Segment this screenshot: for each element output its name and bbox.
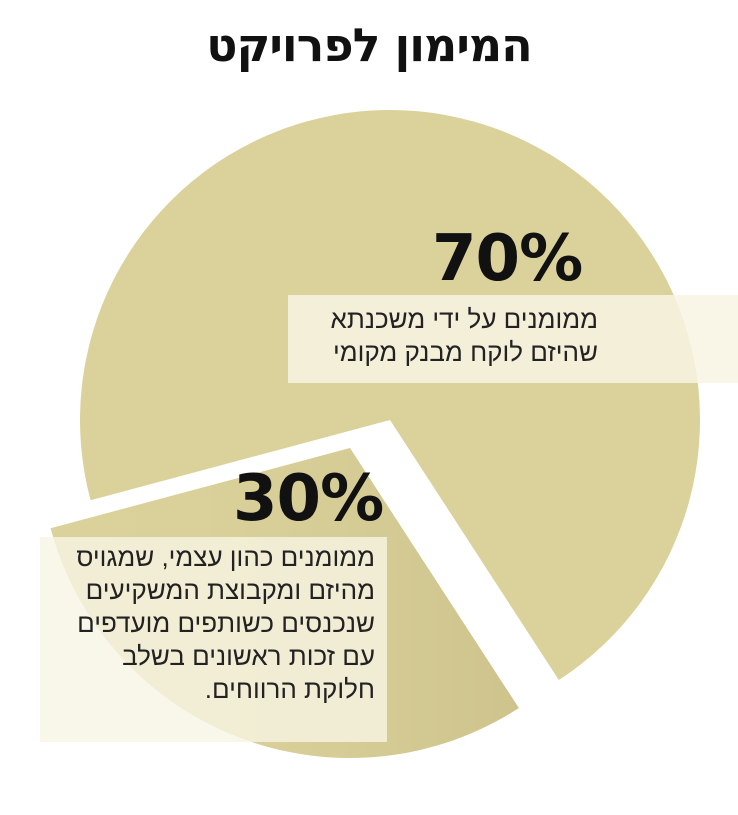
slice-description-line: ממומנים כהון עצמי, שמגויס bbox=[76, 542, 375, 572]
slice-description-line: ממומנים על ידי משכנתא bbox=[330, 304, 598, 334]
slice-description-second: ממומנים כהון עצמי, שמגויס מהיזם ומקבוצת … bbox=[40, 537, 387, 742]
slice-description-line: שהיזם לוקח מבנק מקומי bbox=[332, 337, 598, 367]
slice-description-line: שנכנסים כשותפים מועדפים bbox=[77, 608, 375, 638]
pie-slice-1 bbox=[79, 109, 700, 680]
chart-title: המימון לפרויקט bbox=[206, 18, 533, 72]
slice-description-line: חלוקת הרווחים. bbox=[204, 674, 375, 704]
slice-value-label-second: 30% bbox=[233, 462, 384, 536]
slice-description-line: מהיזם ומקבוצת המשקיעים bbox=[85, 575, 375, 605]
slice-value-label-main: 70% bbox=[432, 222, 583, 296]
slice-description-line: עם זכות ראשונים בשלב bbox=[122, 641, 375, 671]
slice-description-main: ממומנים על ידי משכנתא שהיזם לוקח מבנק מק… bbox=[288, 295, 738, 383]
